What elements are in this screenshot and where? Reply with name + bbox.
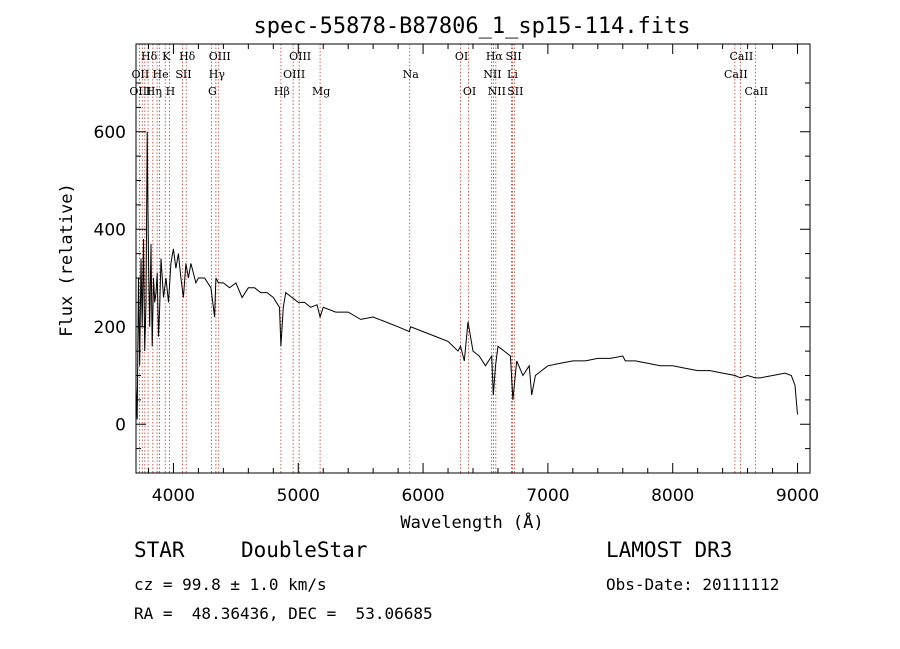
x-tick-label: 7000 [526,486,569,506]
redshift-cz: cz = 99.8 ± 1.0 km/s [134,575,327,594]
line-marker-label: OIII [129,85,151,98]
x-tick-label: 8000 [651,486,694,506]
line-marker-label: K [162,50,171,63]
obs-date: Obs-Date: 20111112 [606,575,780,594]
object-class: STAR [134,538,185,562]
x-tick-label: 9000 [776,486,819,506]
x-tick-label: 6000 [401,486,444,506]
line-marker-label: Hγ [209,68,226,81]
line-marker-label: OIII [209,50,231,63]
y-tick-label: 400 [94,220,126,240]
line-marker-label: OIII [283,68,305,81]
line-marker-label: Hβ [274,85,290,98]
x-tick-label: 5000 [277,486,320,506]
line-marker-label: SII [507,85,523,98]
line-marker-label: Hδ [141,50,158,63]
spectrum-line [135,131,798,420]
line-marker-label: CaII [744,85,768,98]
line-marker-label: OIII [289,50,311,63]
line-marker-label: SII [175,68,191,81]
object-subclass: DoubleStar [241,538,368,562]
line-marker-label: Na [403,68,420,81]
plot-frame [135,43,811,474]
x-tick-label: 4000 [152,486,195,506]
y-tick-label: 0 [115,415,126,435]
line-marker-label: Hα [486,50,504,63]
line-marker-label: H [166,85,176,98]
line-markers [138,44,756,473]
line-marker-label: Hδ [179,50,196,63]
chart-title: spec-55878-B87806_1_sp15-114.fits [253,14,690,39]
line-marker-label: NII [483,68,501,81]
survey-name: LAMOST DR3 [606,538,733,562]
line-marker-label: Hη [146,85,162,98]
line-marker-label: NII [488,85,506,98]
line-marker-label: OI [455,50,468,63]
line-marker-label: Li [507,68,518,81]
line-marker-label: CaII [730,50,754,63]
line-marker-label: He [153,68,169,81]
line-marker-label: Mg [312,85,330,98]
x-axis-ticks: 4000 5000 6000 7000 8000 9000 [147,44,819,506]
line-marker-label: G [208,85,217,98]
ra-dec: RA = 48.36436, DEC = 53.06685 [134,604,433,623]
line-marker-label: SII [505,50,521,63]
y-axis-ticks: 0 200 400 600 [94,82,810,474]
line-marker-label: CaII [724,68,748,81]
y-tick-label: 200 [94,318,126,338]
x-axis-label: Wavelength (Å) [400,511,543,533]
line-marker-label: OI [463,85,476,98]
y-axis-label: Flux (relative) [57,183,77,337]
line-marker-label: OII [132,68,150,81]
y-tick-label: 600 [94,123,126,143]
